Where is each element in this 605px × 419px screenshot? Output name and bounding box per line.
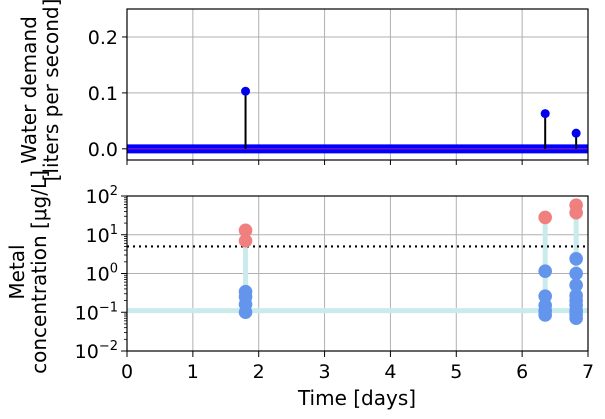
concentration-point-below [569,288,583,303]
water-demand-ylabel-line1: Water demand [17,16,41,164]
metal-concentration-panel: 10−2 10−1 100 101 102 0 1 2 3 4 5 6 7 [75,184,594,383]
time-xlabel: Time [days] [297,386,416,410]
concentration-point-above [238,233,253,248]
bottom-x-tick-label: 1 [187,361,199,383]
top-y-tick-label: 0.2 [88,27,118,49]
water-demand-ylabel-line2: [liters per second] [39,0,63,181]
concentration-point-above [569,198,583,212]
demand-stem-marker [540,109,550,119]
concentration-point-below [538,264,552,278]
bottom-x-tick-label: 3 [319,361,331,383]
bottom-x-tick-label: 6 [516,361,528,383]
metal-concentration-ylabel-line2: concentration [μg/L] [27,170,51,374]
bottom-x-tick-label: 4 [384,361,396,383]
bottom-x-tick-label: 5 [450,361,462,383]
bottom-x-tick-label: 2 [253,361,265,383]
demand-stem-marker [241,86,251,96]
bottom-y-tick-label: 102 [86,184,118,208]
water-demand-panel: 0.0 0.1 0.2 [88,8,589,165]
top-y-tick-label: 0.0 [88,139,118,161]
bottom-y-tick-label: 10−1 [75,300,118,324]
bottom-y-tick-label: 101 [86,223,118,247]
concentration-point-below [538,289,552,303]
metal-concentration-ylabel-line1: Metal [5,244,29,299]
concentration-point-below [569,266,583,281]
bottom-x-tick-label: 0 [121,361,133,383]
top-y-tick-label: 0.1 [88,83,118,105]
concentration-point-above [238,223,253,238]
top-plot-frame [126,8,589,161]
bottom-y-tick-label: 10−2 [75,339,118,363]
bottom-x-tick-label: 7 [582,361,594,383]
bottom-plot-frame [126,195,589,352]
bottom-y-tick-label: 100 [86,262,118,286]
demand-stem-marker [571,128,581,138]
concentration-point-below [569,251,583,266]
concentration-point-below [569,278,583,292]
concentration-point-above [538,210,552,225]
concentration-point-below [238,284,253,299]
